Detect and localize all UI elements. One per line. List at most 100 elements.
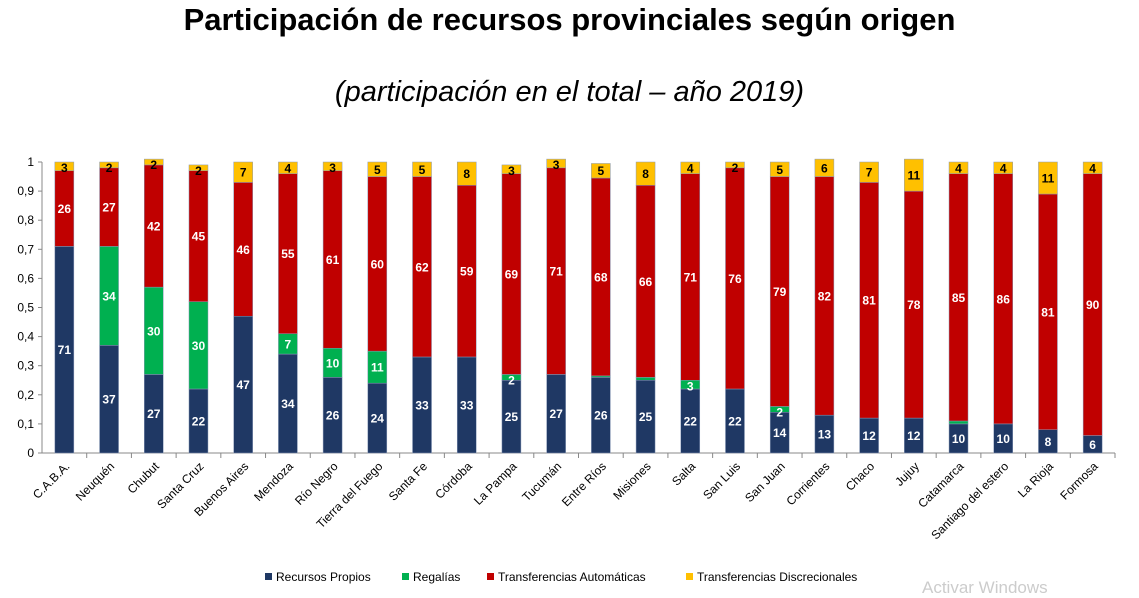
bar-segment: [993, 161, 1013, 174]
x-tick-label: C.A.B.A.: [30, 459, 72, 501]
data-label: 4: [1089, 161, 1096, 175]
bar-segment: [456, 161, 477, 186]
x-tick-label: Santiago del estero: [928, 459, 1011, 542]
data-label: 22: [684, 414, 698, 428]
bar-segment: [635, 161, 656, 186]
data-label: 5: [598, 164, 605, 178]
data-label: 10: [952, 432, 966, 446]
x-tick-label: Santa Fe: [386, 459, 431, 504]
data-label: 3: [61, 161, 68, 175]
x-tick-label: Entre Ríos: [559, 459, 609, 509]
x-tick-label: Salta: [669, 459, 698, 488]
watermark: Activar Windows: [922, 578, 1048, 597]
bar-segment: [278, 161, 298, 174]
data-label: 8: [1045, 435, 1052, 449]
bar-segment: [546, 158, 566, 169]
data-label: 10: [997, 432, 1011, 446]
y-tick-label: 0,2: [17, 388, 34, 402]
bar-segment: [367, 161, 388, 177]
data-label: 61: [326, 253, 340, 267]
data-label: 30: [147, 324, 161, 338]
data-label: 14: [773, 426, 787, 440]
data-label: 47: [237, 378, 251, 392]
x-tick-label: San Juan: [742, 459, 788, 505]
data-label: 5: [374, 163, 381, 177]
legend-swatch: [265, 573, 272, 580]
data-label: 34: [281, 397, 295, 411]
data-label: 22: [728, 414, 742, 428]
bar-segment: [680, 161, 701, 174]
x-tick-label: La Pampa: [471, 459, 520, 508]
data-label: 6: [821, 161, 828, 175]
bar-segment: [725, 161, 745, 169]
data-label: 68: [594, 270, 608, 284]
x-tick-label: Neuquén: [73, 459, 117, 503]
data-label: 25: [639, 410, 653, 424]
data-label: 7: [866, 166, 873, 180]
data-label: 81: [1041, 305, 1055, 319]
data-label: 71: [549, 265, 563, 279]
data-label: 26: [58, 202, 72, 216]
data-label: 11: [371, 361, 384, 375]
bar-segment: [948, 420, 969, 425]
data-label: 22: [192, 414, 206, 428]
bar-segment: [1038, 161, 1058, 195]
data-label: 7: [285, 337, 292, 351]
bar-segment: [904, 158, 924, 192]
data-label: 3: [508, 164, 515, 178]
data-label: 4: [285, 161, 292, 175]
legend-swatch: [402, 573, 409, 580]
x-tick-label: Formosa: [1057, 459, 1101, 503]
data-label: 69: [505, 268, 519, 282]
data-label: 13: [818, 428, 832, 442]
data-label: 12: [862, 429, 876, 443]
data-label: 4: [955, 161, 962, 175]
bar-segment: [635, 377, 656, 381]
data-label: 12: [907, 429, 921, 443]
y-tick-label: 0,6: [17, 271, 34, 285]
data-label: 2: [776, 405, 783, 419]
data-label: 45: [192, 230, 206, 244]
x-tick-label: Corrientes: [783, 459, 832, 508]
bar-segment: [501, 164, 522, 174]
y-tick-label: 0,7: [17, 242, 34, 256]
y-tick-label: 0,9: [17, 184, 34, 198]
chart-title: Participación de recursos provinciales s…: [183, 2, 956, 37]
legend-label: Regalías: [413, 570, 460, 584]
data-label: 8: [463, 167, 470, 181]
data-label: 10: [326, 356, 340, 370]
bar-segment: [99, 161, 119, 169]
data-label: 2: [106, 161, 113, 175]
data-label: 4: [1000, 161, 1007, 175]
x-tick-label: Tucumán: [519, 459, 564, 504]
bar-segment: [412, 161, 432, 177]
x-tick-label: La Rioja: [1015, 459, 1056, 500]
data-label: 85: [952, 291, 966, 305]
bar-segment: [591, 163, 611, 179]
x-tick-label: Córdoba: [432, 459, 475, 502]
data-label: 66: [639, 275, 653, 289]
bar-segment: [859, 161, 879, 183]
bar-segment: [814, 158, 835, 177]
data-label: 42: [147, 220, 161, 234]
bar-segment: [322, 161, 343, 171]
data-label: 81: [862, 294, 876, 308]
data-label: 59: [460, 265, 474, 279]
data-label: 24: [371, 412, 385, 426]
bar-segment: [948, 161, 969, 174]
data-label: 2: [732, 161, 739, 175]
y-tick-label: 0: [27, 446, 34, 460]
bar-segment: [144, 158, 164, 166]
legend-label: Transferencias Automáticas: [498, 570, 646, 584]
data-label: 86: [997, 292, 1011, 306]
x-tick-label: Misiones: [610, 459, 653, 502]
data-label: 26: [326, 409, 340, 423]
data-label: 11: [907, 169, 920, 183]
data-label: 8: [642, 167, 649, 181]
data-label: 37: [102, 393, 116, 407]
data-label: 46: [237, 243, 251, 257]
data-label: 2: [508, 373, 515, 387]
y-tick-label: 0,4: [17, 330, 34, 344]
x-tick-label: Chubut: [125, 459, 163, 497]
